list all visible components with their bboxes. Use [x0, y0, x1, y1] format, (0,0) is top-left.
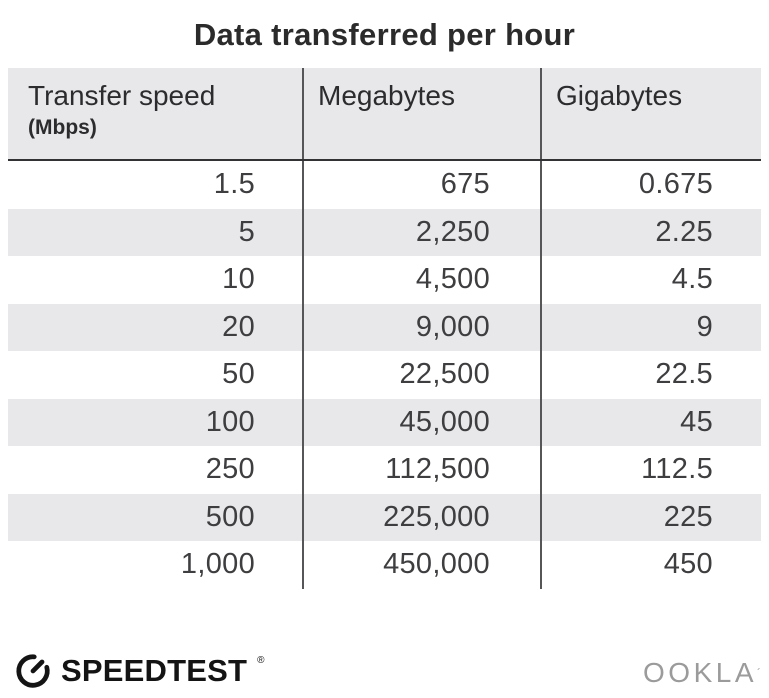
- cell-gigabytes: 2.25: [540, 208, 761, 256]
- page-title: Data transferred per hour: [193, 17, 576, 52]
- cell-transfer-speed: 1,000: [180, 548, 255, 580]
- speedtest-gauge-icon: [14, 652, 52, 690]
- table-row: 5 2,250 2.25: [8, 208, 761, 256]
- cell-megabytes: 4,500: [302, 256, 540, 304]
- footer: SPEEDTEST ® OOKLA´: [14, 652, 761, 690]
- header-transfer-speed: Transfer speed (Mbps): [8, 68, 302, 159]
- cell-megabytes: 675: [302, 161, 540, 209]
- cell-megabytes: 9,000: [302, 303, 540, 351]
- speedtest-wordmark: SPEEDTEST: [61, 653, 248, 688]
- data-table: Transfer speed (Mbps) Megabytes Gigabyte…: [8, 68, 761, 589]
- table-row: 250 112,500 112.5: [8, 446, 761, 494]
- cell-gigabytes: 9: [540, 303, 761, 351]
- cell-gigabytes: 450: [540, 541, 761, 589]
- cell-gigabytes: 0.675: [540, 161, 761, 209]
- table-row: 10 4,500 4.5: [8, 256, 761, 304]
- speedtest-trademark: ®: [257, 655, 265, 666]
- ookla-trademark: ´: [757, 666, 761, 680]
- header-transfer-speed-label: Transfer speed: [28, 80, 216, 111]
- cell-transfer-speed: 500: [205, 500, 255, 533]
- header-gigabytes: Gigabytes: [540, 68, 761, 159]
- cell-megabytes: 225,000: [302, 493, 540, 541]
- speedtest-logo: SPEEDTEST ®: [14, 652, 265, 690]
- cell-transfer-speed: 1.5: [213, 168, 255, 200]
- table-header-row: Transfer speed (Mbps) Megabytes Gigabyte…: [8, 68, 761, 161]
- table-row: 50 22,500 22.5: [8, 351, 761, 399]
- table-row: 100 45,000 45: [8, 398, 761, 446]
- cell-transfer-speed: 100: [205, 405, 255, 438]
- header-transfer-speed-unit: (Mbps): [28, 116, 97, 139]
- cell-transfer-speed: 20: [222, 310, 255, 343]
- cell-gigabytes: 45: [540, 398, 761, 446]
- table-row: 20 9,000 9: [8, 303, 761, 351]
- ookla-logo: OOKLA´: [643, 656, 761, 690]
- cell-megabytes: 112,500: [302, 446, 540, 494]
- ookla-wordmark: OOKLA: [643, 657, 757, 688]
- cell-gigabytes: 112.5: [540, 446, 761, 494]
- table-row: 1.5 675 0.675: [8, 161, 761, 209]
- cell-gigabytes: 22.5: [540, 351, 761, 399]
- cell-megabytes: 45,000: [302, 398, 540, 446]
- cell-transfer-speed: 50: [222, 358, 255, 390]
- cell-transfer-speed: 10: [222, 263, 255, 295]
- cell-megabytes: 22,500: [302, 351, 540, 399]
- cell-megabytes: 450,000: [302, 541, 540, 589]
- cell-transfer-speed: 5: [238, 215, 255, 248]
- table-row: 1,000 450,000 450: [8, 541, 761, 589]
- cell-megabytes: 2,250: [302, 208, 540, 256]
- table-row: 500 225,000 225: [8, 493, 761, 541]
- cell-transfer-speed: 250: [205, 453, 255, 485]
- cell-gigabytes: 225: [540, 493, 761, 541]
- header-megabytes: Megabytes: [302, 68, 540, 159]
- cell-gigabytes: 4.5: [540, 256, 761, 304]
